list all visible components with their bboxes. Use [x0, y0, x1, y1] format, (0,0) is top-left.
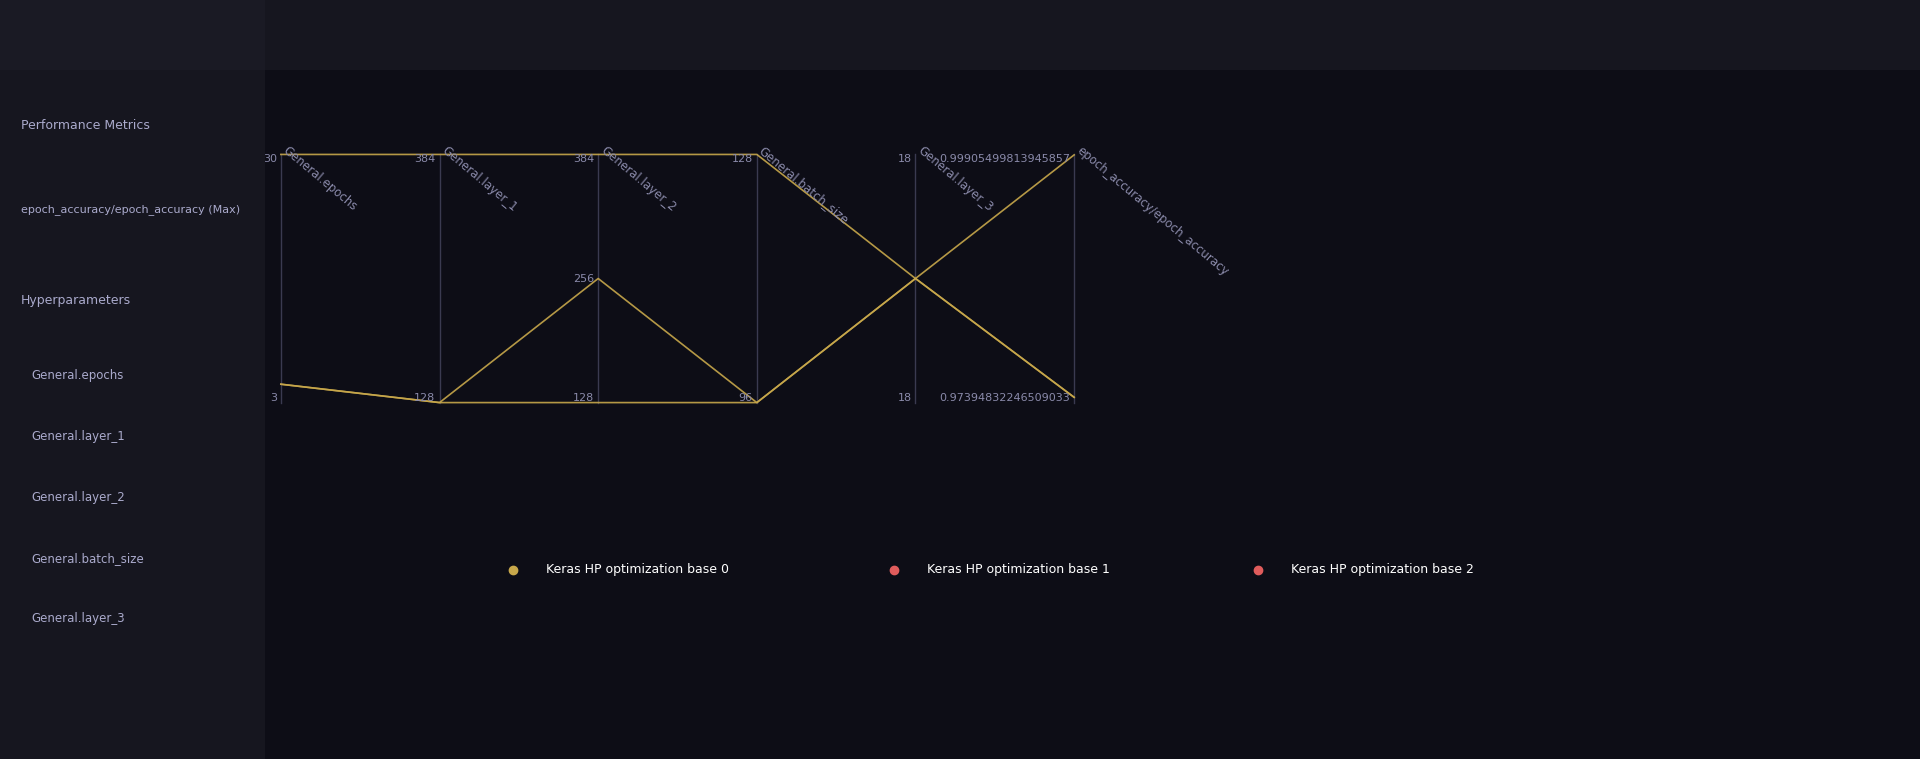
Text: Keras HP optimization base 1: Keras HP optimization base 1: [927, 563, 1110, 576]
Text: 256: 256: [572, 273, 593, 284]
Text: Keras HP optimization base 2: Keras HP optimization base 2: [1290, 563, 1475, 576]
Text: 0.99905499813945857: 0.99905499813945857: [939, 154, 1069, 165]
Text: Keras HP optimization base 0: Keras HP optimization base 0: [547, 563, 730, 576]
Text: 384: 384: [415, 154, 436, 165]
Text: 18: 18: [897, 154, 912, 165]
Text: Hyperparameters: Hyperparameters: [21, 294, 131, 307]
Text: General.layer_3: General.layer_3: [33, 613, 125, 625]
Text: General.batch_size: General.batch_size: [756, 144, 852, 227]
Text: COORDINATES: COORDINATES: [33, 52, 109, 63]
Text: 128: 128: [415, 392, 436, 402]
Text: 18: 18: [897, 392, 912, 402]
Text: 96: 96: [739, 392, 753, 402]
Text: 30: 30: [263, 154, 276, 165]
Text: epoch_accuracy/epoch_accuracy (Max): epoch_accuracy/epoch_accuracy (Max): [21, 204, 240, 216]
Text: 128: 128: [572, 392, 593, 402]
Text: General.epochs: General.epochs: [33, 370, 125, 383]
Text: General.layer_3: General.layer_3: [916, 144, 996, 215]
Text: 384: 384: [572, 154, 593, 165]
Text: General.layer_1: General.layer_1: [440, 144, 520, 215]
Text: General.epochs: General.epochs: [280, 144, 359, 214]
Text: General.layer_2: General.layer_2: [599, 144, 678, 215]
Text: 3: 3: [271, 392, 276, 402]
Text: 128: 128: [732, 154, 753, 165]
Text: 0.97394832246509033: 0.97394832246509033: [939, 392, 1069, 402]
Text: General.batch_size: General.batch_size: [33, 552, 144, 565]
Text: General.layer_1: General.layer_1: [33, 430, 125, 443]
Text: epoch_accuracy/epoch_accuracy: epoch_accuracy/epoch_accuracy: [1073, 144, 1231, 279]
Text: Performance Metrics: Performance Metrics: [21, 119, 150, 132]
Text: General.layer_2: General.layer_2: [33, 491, 125, 504]
